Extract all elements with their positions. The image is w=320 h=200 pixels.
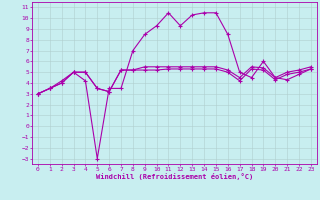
X-axis label: Windchill (Refroidissement éolien,°C): Windchill (Refroidissement éolien,°C): [96, 173, 253, 180]
